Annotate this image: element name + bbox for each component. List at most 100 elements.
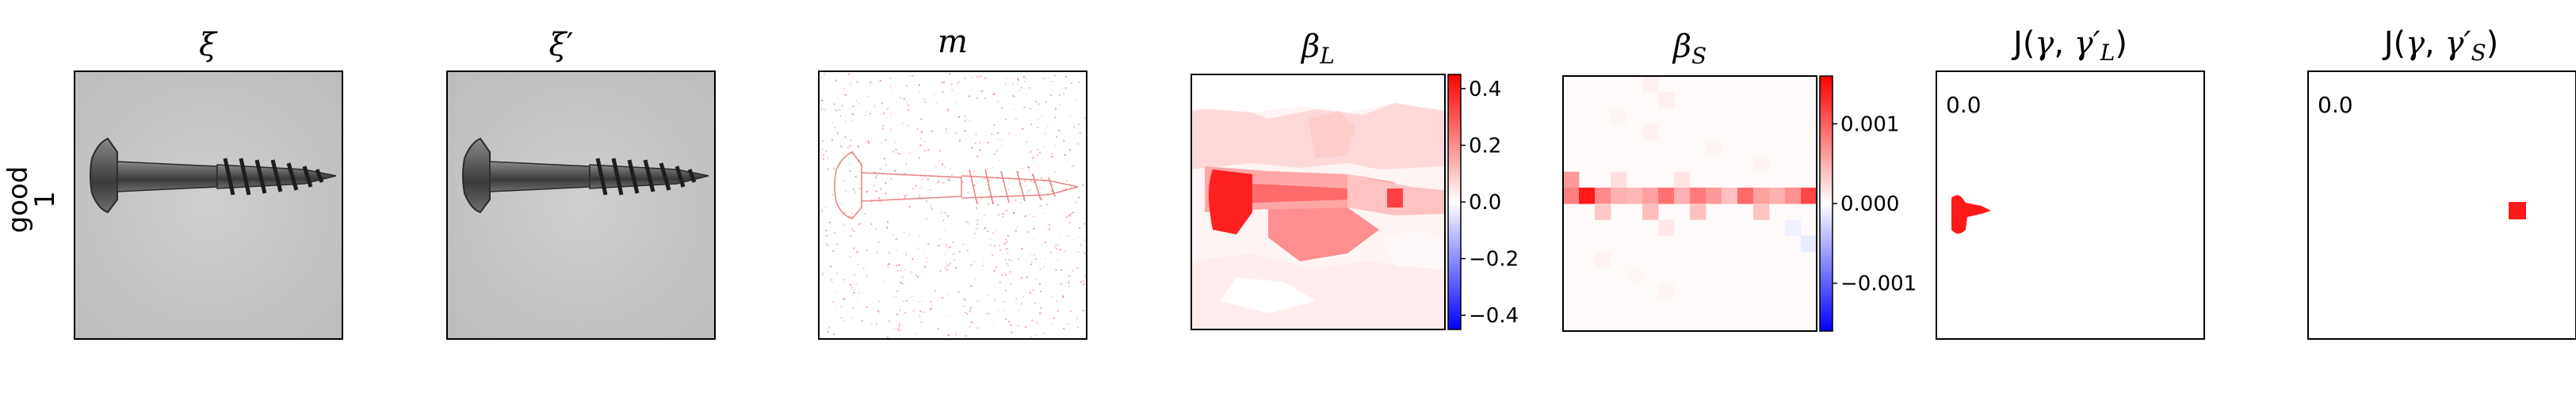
- noise-dot: [869, 112, 871, 115]
- noise-dot: [987, 203, 989, 205]
- noise-dot: [1017, 82, 1019, 84]
- noise-dot: [1006, 248, 1008, 250]
- noise-dot: [1000, 139, 1003, 140]
- noise-dot: [1042, 212, 1045, 215]
- noise-dot: [850, 234, 852, 237]
- noise-dot: [958, 116, 961, 118]
- noise-dot: [923, 98, 926, 101]
- noise-dot: [853, 247, 855, 249]
- noise-dot: [821, 148, 824, 150]
- noise-dot: [1050, 94, 1053, 96]
- noise-dot: [885, 182, 887, 185]
- noise-dot: [947, 264, 949, 266]
- beta-s-cell: [1658, 219, 1675, 236]
- noise-dot: [907, 104, 909, 106]
- noise-dot: [888, 263, 890, 265]
- noise-dot: [1064, 250, 1066, 253]
- noise-dot: [827, 169, 829, 172]
- noise-dot: [919, 310, 922, 313]
- noise-dot: [992, 254, 994, 256]
- noise-dot: [889, 77, 892, 79]
- beta-s-cell: [1563, 187, 1580, 204]
- beta-s-cell: [1642, 124, 1659, 140]
- noise-dot: [1084, 223, 1086, 225]
- noise-dot: [1037, 154, 1039, 156]
- noise-dot: [1076, 143, 1079, 145]
- noise-dot: [1023, 76, 1025, 78]
- noise-dot: [1033, 238, 1035, 240]
- noise-dot: [836, 272, 839, 274]
- noise-dot: [1072, 270, 1074, 272]
- noise-dot: [1049, 318, 1052, 320]
- noise-dot: [852, 293, 854, 295]
- noise-dot: [1056, 299, 1058, 302]
- noise-dot: [951, 89, 954, 91]
- noise-dot: [984, 97, 986, 100]
- noise-dot: [866, 191, 868, 193]
- noise-dot: [959, 139, 961, 142]
- noise-dot: [919, 138, 922, 139]
- noise-dot: [1021, 248, 1023, 249]
- noise-dot: [877, 200, 880, 202]
- noise-dot: [980, 74, 982, 77]
- noise-dot: [914, 333, 916, 335]
- noise-dot: [977, 219, 979, 222]
- noise-dot: [1005, 318, 1007, 320]
- noise-dot: [1068, 285, 1070, 287]
- noise-dot: [1026, 185, 1028, 187]
- noise-dot: [1082, 184, 1084, 186]
- noise-dot: [852, 76, 854, 78]
- noise-dot: [1025, 326, 1027, 328]
- screw-outline: [834, 151, 1079, 219]
- noise-dot: [1045, 77, 1048, 79]
- noise-dot: [835, 109, 838, 112]
- noise-dot: [831, 281, 834, 284]
- noise-dot: [896, 313, 898, 315]
- noise-dot: [880, 143, 882, 144]
- noise-dot: [962, 305, 965, 307]
- noise-dot: [877, 242, 880, 243]
- noise-dot: [920, 321, 923, 323]
- noise-dot: [971, 147, 973, 149]
- noise-dot: [850, 287, 853, 289]
- noise-dot: [982, 265, 984, 267]
- noise-dot: [965, 311, 966, 314]
- noise-dot: [1033, 227, 1035, 230]
- noise-dot: [866, 139, 869, 142]
- noise-dot: [915, 185, 917, 187]
- noise-dot: [1043, 145, 1045, 147]
- noise-dot: [896, 249, 898, 252]
- noise-dot: [1005, 238, 1007, 241]
- beta-l-regions: [1191, 74, 1445, 329]
- noise-dot: [942, 163, 944, 166]
- noise-dot: [878, 197, 880, 200]
- noise-dot: [835, 305, 838, 307]
- noise-dot: [870, 223, 873, 225]
- noise-dot: [1040, 307, 1042, 310]
- noise-dot: [870, 200, 873, 203]
- beta-s-cell: [1801, 187, 1817, 204]
- noise-dot: [962, 243, 965, 246]
- noise-dot: [1059, 249, 1061, 251]
- noise-dot: [1057, 129, 1060, 131]
- noise-dot: [904, 197, 906, 200]
- noise-dot: [947, 215, 950, 217]
- noise-dot: [904, 311, 907, 314]
- noise-dot: [887, 108, 889, 110]
- noise-dot: [982, 178, 984, 181]
- noise-dot: [832, 249, 835, 252]
- noise-dot: [946, 244, 948, 246]
- noise-dot: [879, 200, 881, 203]
- noise-dot: [821, 100, 824, 102]
- noise-dot: [1068, 149, 1071, 150]
- noise-dot: [963, 298, 965, 300]
- noise-dot: [1041, 198, 1043, 200]
- noise-dot: [1020, 276, 1022, 279]
- noise-dot: [879, 79, 881, 82]
- noise-dot: [1039, 283, 1041, 285]
- noise-dot: [1067, 160, 1069, 162]
- noise-dot: [993, 153, 996, 155]
- noise-dot: [982, 257, 984, 260]
- noise-dot: [923, 311, 925, 314]
- noise-dot: [915, 274, 917, 276]
